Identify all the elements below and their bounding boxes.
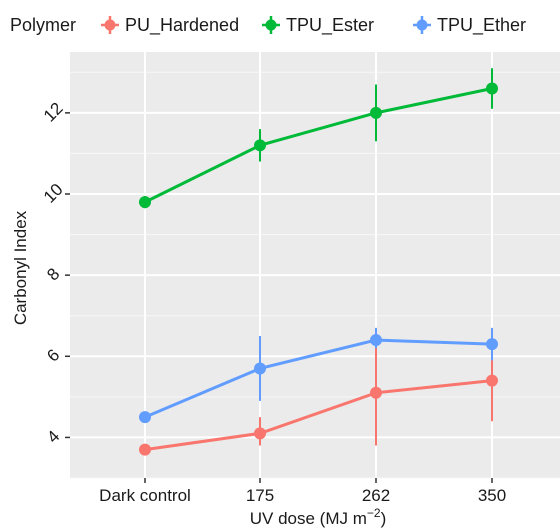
legend-item-PU_Hardened: PU_Hardened	[101, 15, 239, 36]
series-line	[144, 379, 493, 452]
x-axis-title-suffix: )	[381, 509, 387, 528]
plot-panel	[70, 52, 560, 478]
legend-label: TPU_Ester	[286, 15, 374, 36]
data-point	[139, 411, 151, 424]
x-axis-title-superscript: −2	[367, 506, 381, 520]
data-point	[486, 374, 498, 387]
x-axis-title-main: UV dose (MJ m	[250, 509, 367, 528]
series-line	[144, 87, 493, 204]
legend-label: PU_Hardened	[125, 15, 239, 36]
series-TPU_Ester	[139, 68, 498, 209]
legend-item-TPU_Ester: TPU_Ester	[262, 15, 374, 36]
legend: Polymer PU_Hardened TPU_Ester TPU_Ether	[10, 15, 526, 36]
y-tick-label: 12	[40, 99, 67, 126]
series-TPU_Ether	[139, 327, 498, 424]
data-point	[254, 427, 266, 440]
data-point	[254, 139, 266, 152]
data-point	[370, 334, 382, 347]
data-point	[370, 106, 382, 119]
data-point	[254, 362, 266, 375]
y-axis-title: Carbonyl Index	[11, 210, 30, 325]
y-tick-label: 10	[40, 180, 67, 207]
y-tick-label: 6	[43, 346, 63, 366]
legend-item-TPU_Ether: TPU_Ether	[413, 15, 526, 36]
legend-label: TPU_Ether	[437, 15, 526, 36]
legend-title: Polymer	[10, 15, 76, 35]
data-point	[486, 82, 498, 95]
x-tick-label: Dark control	[99, 486, 191, 505]
x-tick-label: 262	[362, 486, 390, 505]
x-tick-label: 350	[478, 486, 506, 505]
data-point	[139, 196, 151, 209]
legend-key-point	[265, 19, 277, 31]
data-point	[370, 386, 382, 399]
legend-key-point	[416, 19, 428, 31]
x-axis-title: UV dose (MJ m−2)	[250, 506, 387, 528]
series-PU_Hardened	[139, 340, 498, 456]
legend-key-point	[104, 19, 116, 31]
data-point	[486, 338, 498, 351]
data-point	[139, 443, 151, 456]
series-line	[144, 338, 493, 419]
y-tick-label: 8	[43, 264, 63, 284]
y-tick-label: 4	[43, 427, 63, 447]
x-tick-label: 175	[246, 486, 274, 505]
